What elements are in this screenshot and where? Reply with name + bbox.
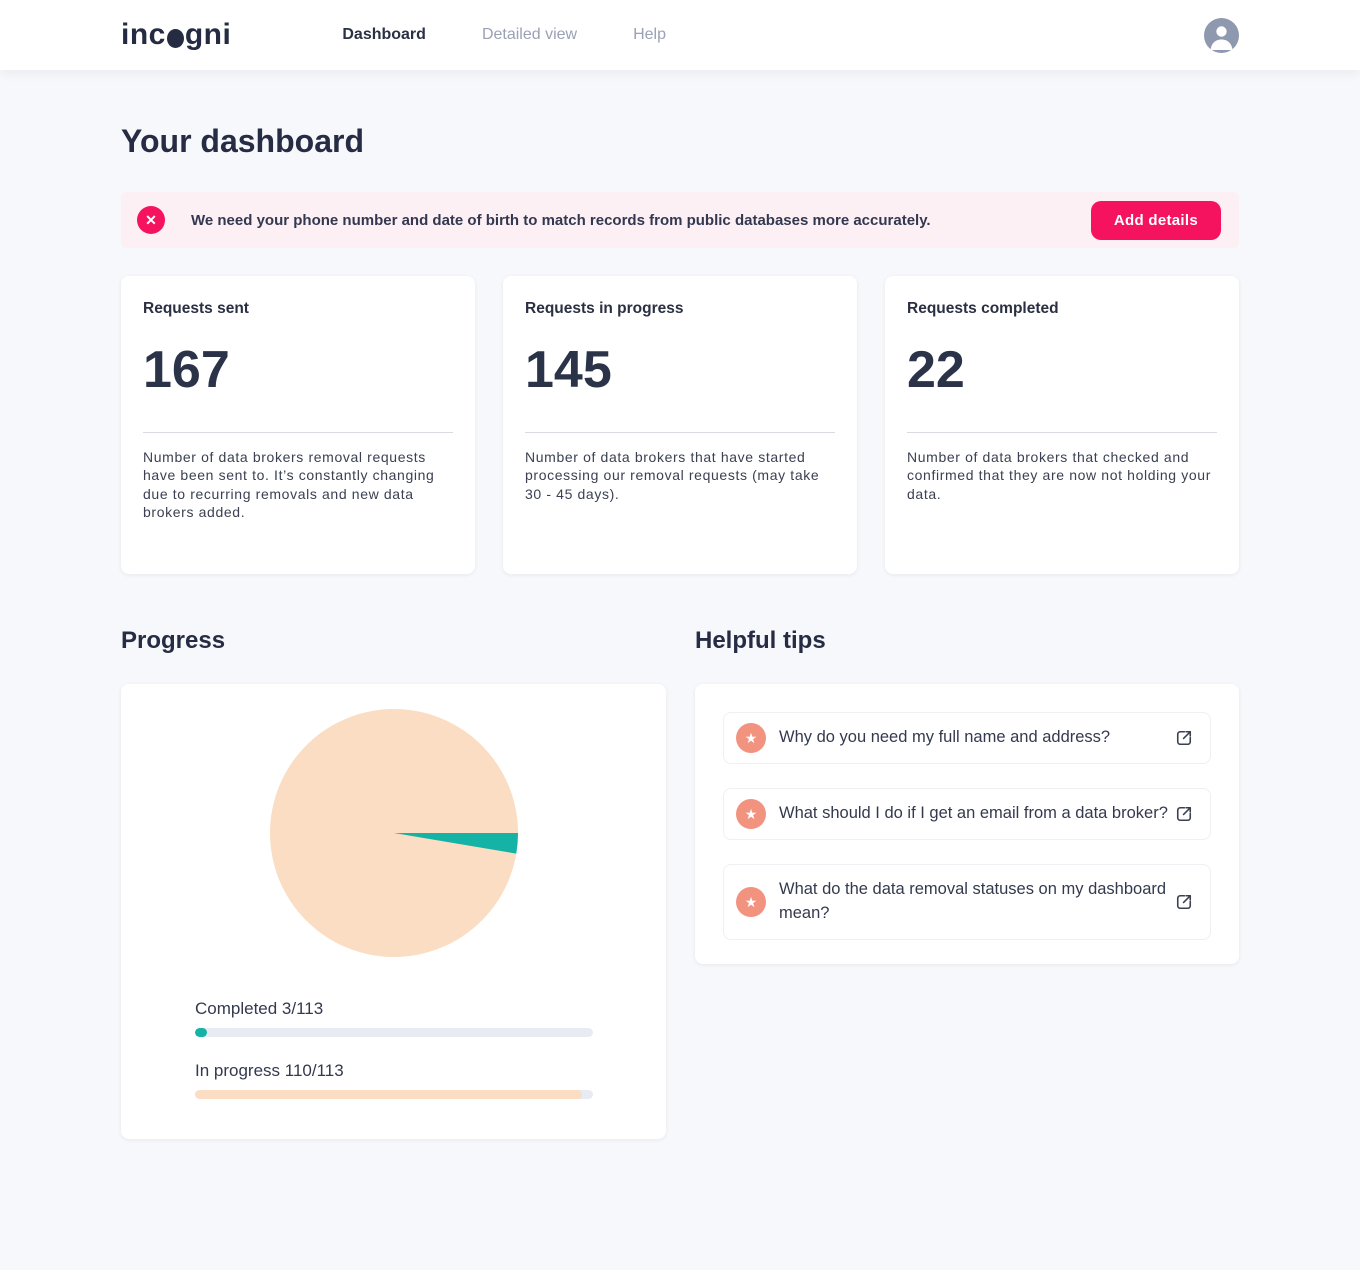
logo-text-post: gni (184, 18, 232, 51)
completed-bar-track (195, 1028, 593, 1037)
tip-item-removal-statuses[interactable]: ★ What do the data removal statuses on m… (723, 864, 1211, 940)
stat-card-requests-sent: Requests sent 167 Number of data brokers… (121, 276, 475, 574)
star-icon: ★ (736, 723, 766, 753)
helpful-tips-card: ★ Why do you need my full name and addre… (695, 684, 1239, 964)
top-navigation-bar: inc gni Dashboard Detailed view Help (0, 0, 1360, 70)
helpful-tips-title: Helpful tips (695, 627, 826, 654)
pie-chart-svg (269, 709, 518, 957)
helpful-tips-section: Helpful tips ★ Why do you need my full n… (695, 627, 1239, 1139)
in-progress-bar-fill (195, 1090, 583, 1099)
progress-card: Completed 3/113 In progress 110/113 (121, 684, 666, 1139)
stat-title: Requests completed (907, 300, 1059, 317)
completed-bar-label: Completed 3/113 (195, 999, 324, 1018)
stat-value: 145 (525, 341, 612, 399)
divider (525, 432, 835, 433)
nav-item-dashboard[interactable]: Dashboard (342, 26, 426, 43)
progress-section: Progress Completed 3/113 In progress 110… (121, 627, 666, 1139)
user-avatar[interactable] (1204, 17, 1239, 53)
divider (907, 432, 1217, 433)
banner-message: We need your phone number and date of bi… (191, 211, 931, 229)
stat-card-requests-in-progress: Requests in progress 145 Number of data … (503, 276, 857, 574)
stat-title: Requests sent (143, 300, 249, 317)
progress-bars: Completed 3/113 In progress 110/113 (121, 999, 666, 1099)
logo-o-dot-icon (166, 28, 184, 48)
incogni-logo[interactable]: inc gni (121, 18, 231, 52)
stat-cards-row: Requests sent 167 Number of data brokers… (121, 276, 1239, 574)
external-link-icon[interactable] (1174, 728, 1194, 748)
main-nav: Dashboard Detailed view Help (342, 26, 666, 44)
person-icon (1210, 25, 1233, 50)
stat-card-requests-completed: Requests completed 22 Number of data bro… (885, 276, 1239, 574)
lower-sections: Progress Completed 3/113 In progress 110… (121, 627, 1239, 1139)
stat-value: 22 (907, 341, 965, 399)
logo-text-pre: inc (121, 18, 166, 51)
tip-text: Why do you need my full name and address… (779, 728, 1111, 747)
stat-value: 167 (143, 341, 230, 399)
tip-text: What should I do if I get an email from … (779, 804, 1168, 823)
stat-description: Number of data brokers that checked and … (907, 449, 1211, 502)
stat-description: Number of data brokers removal requests … (143, 449, 435, 521)
star-icon: ★ (736, 799, 766, 829)
nav-item-help[interactable]: Help (633, 26, 666, 43)
star-icon: ★ (736, 887, 766, 917)
progress-section-title: Progress (121, 627, 226, 654)
in-progress-bar-track (195, 1090, 593, 1099)
alert-x-icon: ✕ (137, 206, 165, 234)
tip-text: What do the data removal statuses on my … (779, 880, 1167, 922)
missing-details-banner: ✕ We need your phone number and date of … (121, 192, 1239, 248)
divider (143, 432, 453, 433)
add-details-button[interactable]: Add details (1090, 200, 1221, 240)
stat-description: Number of data brokers that have started… (525, 449, 820, 502)
progress-pie-chart (269, 709, 518, 957)
external-link-icon[interactable] (1174, 892, 1194, 912)
tip-item-email-from-broker[interactable]: ★ What should I do if I get an email fro… (723, 788, 1211, 840)
completed-bar-fill (195, 1028, 207, 1037)
tip-item-full-name-address[interactable]: ★ Why do you need my full name and addre… (723, 712, 1211, 764)
nav-item-detailed-view[interactable]: Detailed view (481, 26, 578, 43)
dashboard-content: Your dashboard ✕ We need your phone numb… (121, 123, 1239, 1139)
stat-title: Requests in progress (525, 300, 684, 317)
page-title: Your dashboard (121, 123, 364, 159)
in-progress-bar-label: In progress 110/113 (195, 1061, 344, 1080)
external-link-icon[interactable] (1174, 804, 1194, 824)
